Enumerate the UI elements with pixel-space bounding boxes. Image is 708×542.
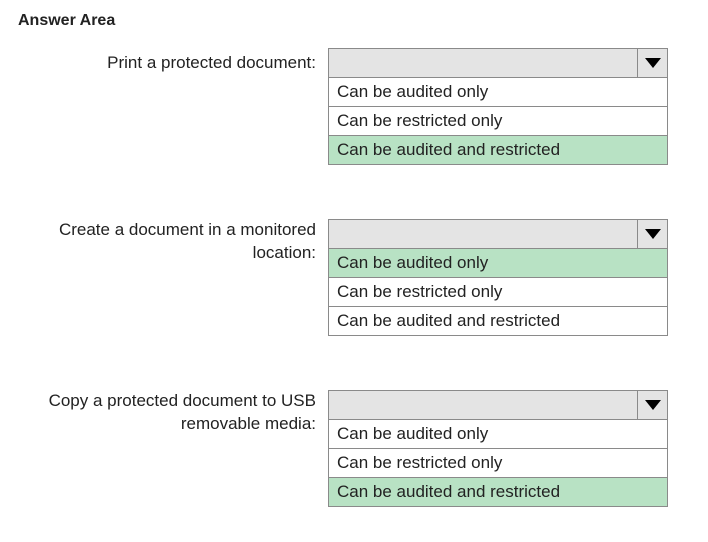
question-label: Copy a protected document to USB removab… (18, 364, 328, 436)
dropdown-options: Can be audited only Can be restricted on… (328, 249, 668, 336)
dropdown-option[interactable]: Can be audited and restricted (329, 478, 667, 506)
answer-control: Can be audited only Can be restricted on… (328, 193, 668, 336)
dropdown-option[interactable]: Can be audited and restricted (329, 307, 667, 335)
dropdown-options: Can be audited only Can be restricted on… (328, 78, 668, 165)
page-title: Answer Area (18, 12, 690, 30)
answer-control: Can be audited only Can be restricted on… (328, 48, 668, 165)
chevron-down-icon (637, 391, 667, 419)
chevron-down-icon (637, 49, 667, 77)
question-label: Create a document in a monitored locatio… (18, 193, 328, 265)
dropdown[interactable] (328, 390, 668, 420)
dropdown-option[interactable]: Can be restricted only (329, 449, 667, 478)
dropdown-option[interactable]: Can be restricted only (329, 107, 667, 136)
question-label: Print a protected document: (18, 48, 328, 75)
question-row-2: Create a document in a monitored locatio… (18, 193, 690, 336)
dropdown[interactable] (328, 48, 668, 78)
dropdown-option[interactable]: Can be restricted only (329, 278, 667, 307)
dropdown-options: Can be audited only Can be restricted on… (328, 420, 668, 507)
dropdown[interactable] (328, 219, 668, 249)
chevron-down-icon (637, 220, 667, 248)
dropdown-option[interactable]: Can be audited and restricted (329, 136, 667, 164)
dropdown-option[interactable]: Can be audited only (329, 249, 667, 278)
dropdown-option[interactable]: Can be audited only (329, 78, 667, 107)
answer-control: Can be audited only Can be restricted on… (328, 364, 668, 507)
question-row-1: Print a protected document: Can be audit… (18, 48, 690, 165)
dropdown-option[interactable]: Can be audited only (329, 420, 667, 449)
question-row-3: Copy a protected document to USB removab… (18, 364, 690, 507)
